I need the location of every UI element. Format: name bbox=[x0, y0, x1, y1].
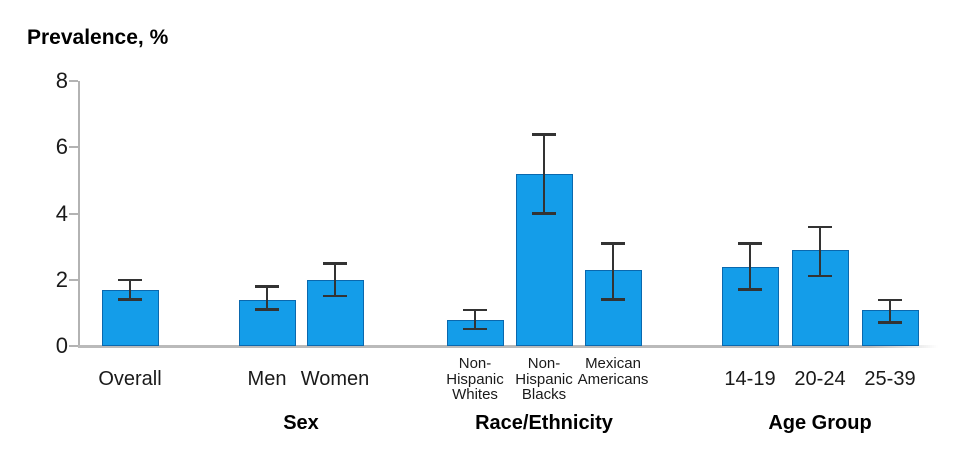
error-bar-line bbox=[266, 286, 268, 310]
y-tick-mark bbox=[69, 146, 78, 149]
category-label-line: 20-24 bbox=[794, 368, 846, 390]
error-bar-cap-top bbox=[255, 285, 279, 288]
error-bar-cap-bottom bbox=[532, 212, 556, 215]
bar bbox=[306, 279, 364, 346]
error-bar-cap-bottom bbox=[255, 308, 279, 311]
error-bar-line bbox=[749, 243, 751, 290]
y-axis-line bbox=[78, 81, 80, 346]
y-tick-mark bbox=[69, 212, 78, 215]
category-label: Non- Hispanic Whites bbox=[400, 356, 550, 403]
y-tick-label: 0 bbox=[55, 333, 68, 358]
category-label-line: 25-39 bbox=[864, 368, 916, 390]
error-bar-cap-top bbox=[532, 133, 556, 136]
error-bar-cap-top bbox=[878, 298, 902, 302]
error-bar-cap-bottom bbox=[808, 274, 832, 278]
category-label: Overall bbox=[55, 366, 205, 392]
error-bar-cap-bottom bbox=[738, 288, 762, 291]
category-label-line: Women bbox=[300, 368, 370, 390]
category-label: Non- Hispanic Blacks bbox=[469, 356, 619, 403]
error-bar-cap-top bbox=[323, 262, 347, 265]
category-label-line: Hispanic bbox=[515, 370, 573, 388]
y-tick-mark bbox=[69, 278, 78, 281]
error-bar-cap-top bbox=[601, 242, 625, 245]
error-bar-cap-bottom bbox=[323, 294, 347, 298]
y-tick-mark bbox=[69, 345, 78, 347]
category-label-line: Hispanic bbox=[446, 370, 504, 388]
error-bar-cap-top bbox=[118, 278, 142, 282]
error-bar-cap-bottom bbox=[463, 327, 487, 331]
error-bar-line bbox=[129, 279, 131, 300]
error-bar-cap-bottom bbox=[601, 298, 625, 301]
y-tick-label: 2 bbox=[55, 266, 68, 292]
category-label: 20-24 bbox=[745, 366, 895, 392]
category-label: Men bbox=[192, 366, 342, 392]
category-label: Mexican Americans bbox=[538, 356, 688, 387]
category-label-line: 14-19 bbox=[724, 368, 776, 390]
category-label-line: Blacks bbox=[521, 386, 567, 403]
error-bar-line bbox=[612, 243, 614, 300]
group-label: Sex bbox=[283, 412, 319, 434]
category-label-line: Americans bbox=[577, 370, 649, 388]
y-tick-mark bbox=[69, 80, 78, 82]
error-bar-cap-bottom bbox=[118, 298, 142, 301]
category-label-line: Men bbox=[247, 368, 287, 390]
category-label-line: Overall bbox=[98, 368, 162, 390]
y-tick-label: 6 bbox=[55, 134, 68, 160]
error-bar-line bbox=[543, 134, 545, 214]
chart-title: Prevalence, % bbox=[27, 26, 169, 49]
error-bar-cap-top bbox=[738, 242, 762, 245]
error-bar-line bbox=[334, 263, 336, 297]
group-label: Race/Ethnicity bbox=[475, 412, 613, 434]
category-label-line: Non- bbox=[527, 355, 561, 372]
category-label-line: Mexican bbox=[585, 355, 641, 372]
error-bar-line bbox=[889, 299, 891, 323]
category-label-line: Non- bbox=[458, 355, 492, 372]
group-label: Age Group bbox=[768, 412, 872, 434]
error-bar-cap-top bbox=[463, 308, 487, 312]
x-axis-line bbox=[78, 345, 938, 348]
category-label-line: Whites bbox=[452, 386, 498, 403]
category-label: 25-39 bbox=[815, 366, 960, 392]
y-tick-label: 4 bbox=[55, 200, 68, 226]
error-bar-cap-top bbox=[808, 225, 832, 229]
error-bar-line bbox=[819, 226, 821, 277]
error-bar-cap-bottom bbox=[878, 321, 902, 324]
category-label: 14-19 bbox=[675, 366, 825, 392]
error-bar-line bbox=[474, 309, 476, 330]
y-tick-label: 8 bbox=[55, 68, 68, 93]
category-label: Women bbox=[260, 366, 410, 392]
